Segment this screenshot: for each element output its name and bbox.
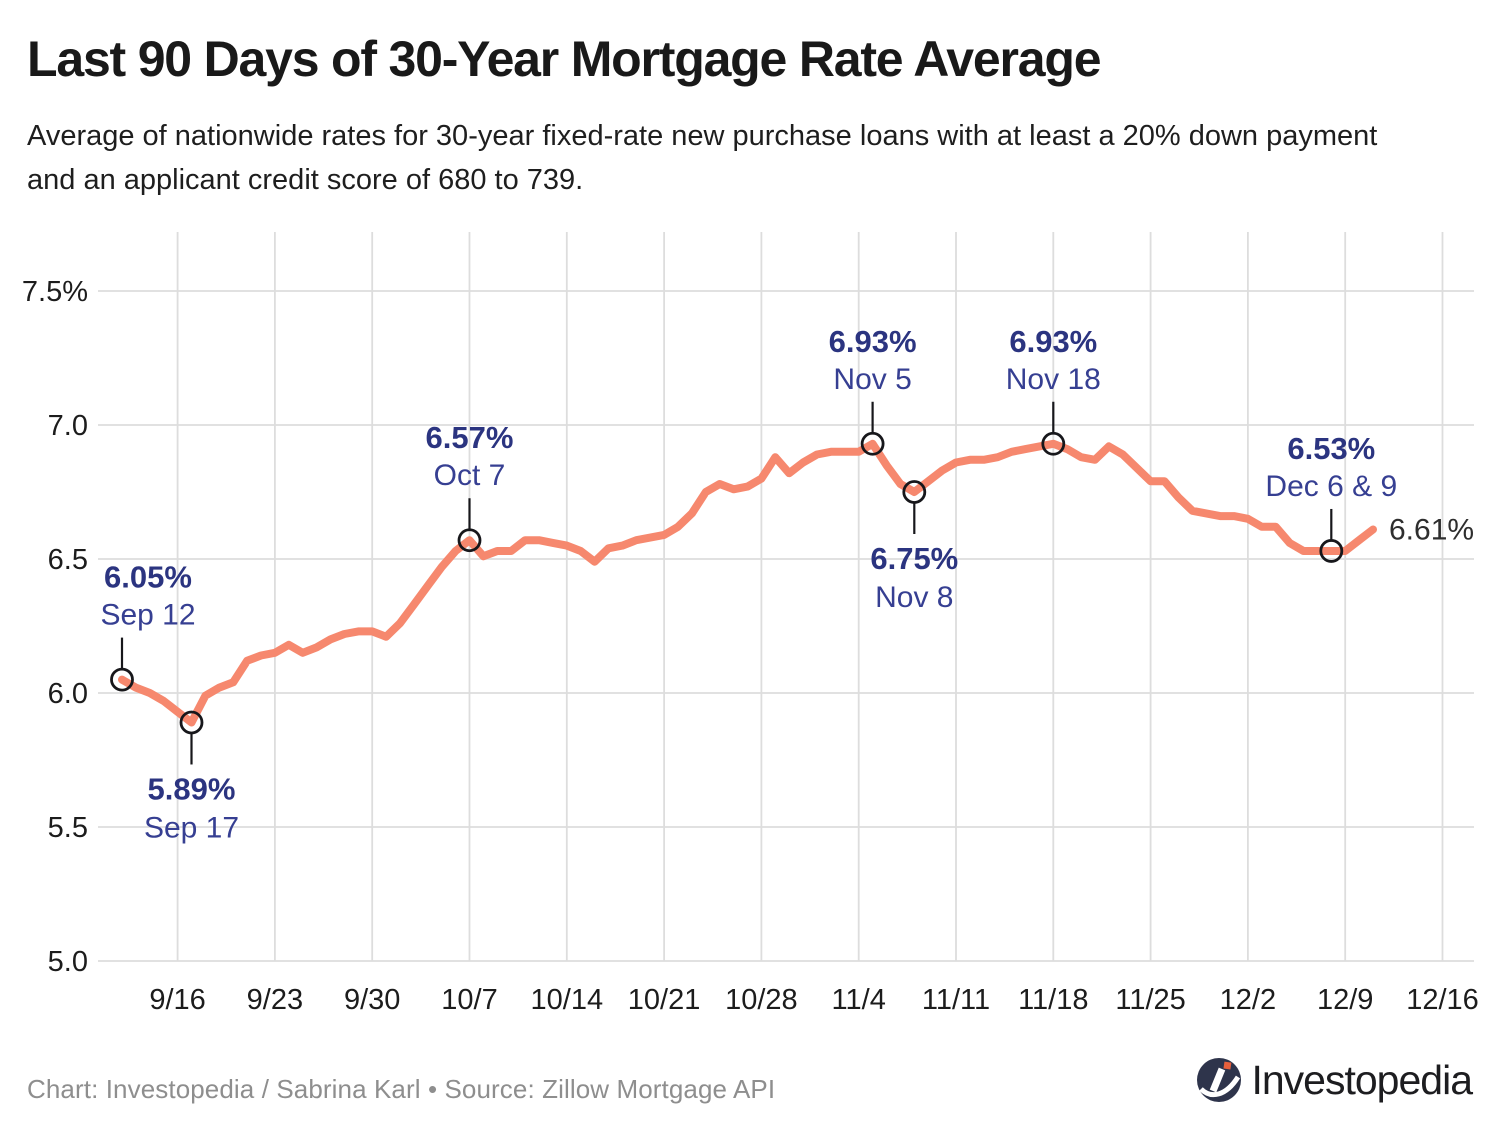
svg-text:9/16: 9/16 (149, 984, 205, 1016)
svg-text:11/4: 11/4 (832, 984, 886, 1016)
annotation-value: 6.75% (870, 541, 958, 576)
data-point-marker (1041, 431, 1066, 456)
svg-text:11/25: 11/25 (1115, 984, 1185, 1016)
annotation-date: Sep 17 (144, 811, 239, 844)
svg-text:10/21: 10/21 (628, 984, 701, 1016)
svg-text:12/2: 12/2 (1220, 984, 1276, 1016)
investopedia-logo: Investopedia (1196, 1056, 1473, 1104)
annotation-date: Oct 7 (434, 459, 506, 492)
rate-line (118, 439, 1377, 727)
gridlines (98, 232, 1474, 962)
svg-text:5.0: 5.0 (48, 946, 88, 978)
svg-text:12/16: 12/16 (1406, 984, 1479, 1016)
footer-credit: Chart: Investopedia / Sabrina Karl • Sou… (27, 1074, 776, 1104)
data-point-marker (457, 528, 482, 553)
annotation-date: Nov 8 (875, 581, 953, 614)
investopedia-circle-icon (1197, 1058, 1242, 1102)
y-axis-labels: 7.5% 7.0 6.5 6.0 5.5 5.0 (22, 276, 88, 978)
svg-text:9/23: 9/23 (247, 984, 303, 1016)
annotation-date: Dec 6 & 9 (1265, 470, 1397, 503)
data-point-marker (1319, 539, 1344, 563)
data-point-marker (902, 480, 927, 504)
annotation-value: 6.93% (829, 324, 917, 359)
chart-subtitle: Average of nationwide rates for 30-year … (27, 120, 1378, 196)
svg-text:7.5%: 7.5% (22, 276, 88, 308)
svg-text:6.0: 6.0 (48, 678, 88, 710)
annotation-value: 6.53% (1287, 431, 1375, 466)
annotation-value: 6.57% (426, 420, 514, 455)
data-point-marker (860, 431, 885, 456)
end-value-label: 6.61% (1389, 514, 1474, 547)
annotation-date: Sep 12 (100, 599, 195, 632)
svg-text:11/11: 11/11 (922, 984, 990, 1016)
x-axis-labels: 9/16 9/23 9/30 10/7 10/14 10/21 10/28 11/4 11/11… (149, 984, 1478, 1016)
line-chart: 7.5% 7.0 6.5 6.0 5.5 5.0 9/16 9/23 9/30 10/7 10/14… (22, 232, 1479, 1016)
logo-wordmark: Investopedia (1251, 1056, 1473, 1103)
annotations: 6.05% Sep 12 5.89% Sep 17 6.57% Oct 7 6.93% Nov… (100, 324, 1397, 845)
data-point-marker (110, 667, 134, 692)
annotation-value: 6.93% (1009, 324, 1097, 359)
annotation-date: Nov 5 (833, 363, 911, 396)
svg-text:9/30: 9/30 (344, 984, 400, 1016)
chart-title: Last 90 Days of 30-Year Mortgage Rate Av… (27, 31, 1102, 87)
svg-text:5.5: 5.5 (48, 812, 88, 844)
svg-text:10/7: 10/7 (441, 984, 497, 1016)
annotation-date: Nov 18 (1006, 363, 1101, 396)
annotation-value: 6.05% (104, 560, 192, 595)
annotation-value: 5.89% (148, 771, 236, 806)
svg-text:10/28: 10/28 (725, 984, 798, 1016)
svg-text:7.0: 7.0 (48, 410, 88, 442)
svg-text:6.5: 6.5 (48, 544, 88, 576)
svg-text:10/14: 10/14 (531, 984, 604, 1016)
data-point-marker (179, 710, 204, 735)
svg-text:11/18: 11/18 (1018, 984, 1088, 1016)
svg-text:12/9: 12/9 (1317, 984, 1373, 1016)
